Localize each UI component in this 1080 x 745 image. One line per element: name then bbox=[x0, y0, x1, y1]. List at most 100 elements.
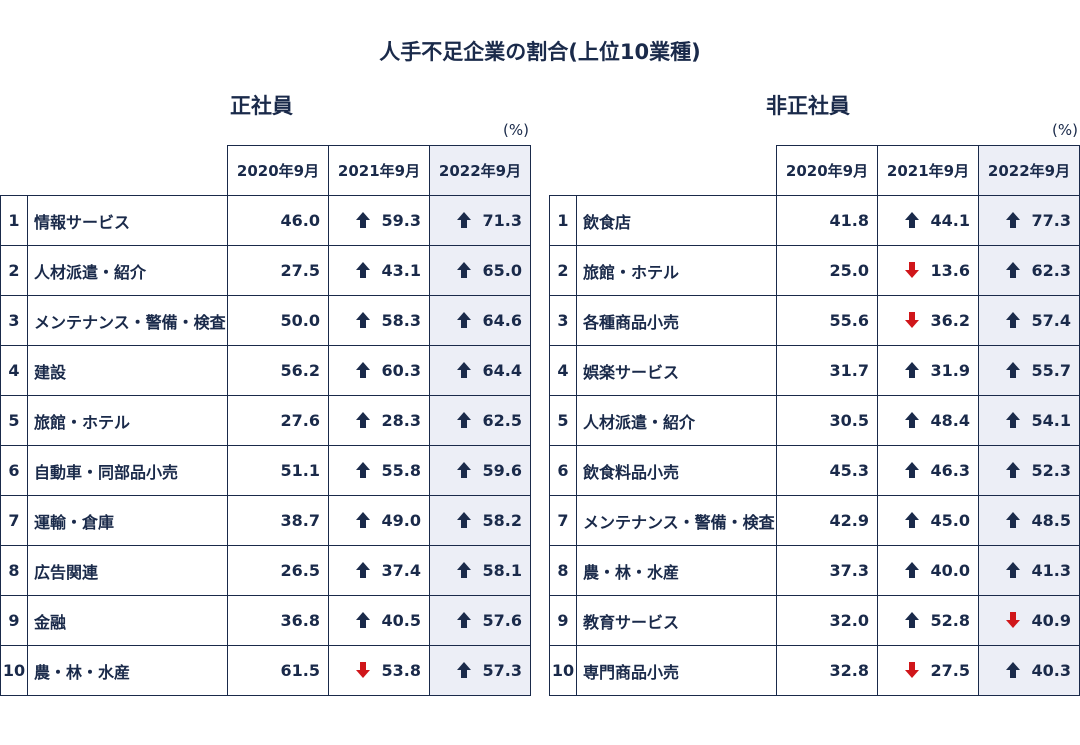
arrow-up-icon bbox=[904, 362, 919, 378]
value-2020-cell: 31.7 bbox=[776, 345, 878, 396]
value-2021-cell: 55.8 bbox=[328, 445, 430, 496]
header-2022: 2022年9月 bbox=[978, 145, 1080, 196]
value-text: 45.0 bbox=[930, 511, 970, 530]
rank-cell: 7 bbox=[549, 495, 577, 546]
ranking-table: 2020年9月 2021年9月 2022年9月 1 情報サービス 46.0 59.3 7… bbox=[0, 145, 531, 696]
value-text: 52.3 bbox=[1031, 461, 1071, 480]
value-text: 58.3 bbox=[381, 311, 421, 330]
arrow-up-icon bbox=[1005, 512, 1020, 528]
value-text: 64.6 bbox=[482, 311, 522, 330]
rank-cell: 6 bbox=[549, 445, 577, 496]
header-2021: 2021年9月 bbox=[877, 145, 979, 196]
value-text: 40.0 bbox=[930, 561, 970, 580]
rank-cell: 1 bbox=[549, 195, 577, 246]
value-2022-cell: 71.3 bbox=[429, 195, 531, 246]
arrow-up-icon bbox=[355, 212, 370, 228]
value-2020-cell: 45.3 bbox=[776, 445, 878, 496]
table-row: 9 金融 36.8 40.5 57.6 bbox=[0, 595, 531, 646]
value-2021-cell: 28.3 bbox=[328, 395, 430, 446]
value-2020-cell: 27.6 bbox=[227, 395, 329, 446]
value-2020-cell: 36.8 bbox=[227, 595, 329, 646]
arrow-up-icon bbox=[904, 512, 919, 528]
rank-cell: 8 bbox=[549, 545, 577, 596]
arrow-up-icon bbox=[456, 212, 471, 228]
panel-title: 非正社員 bbox=[766, 94, 850, 118]
rank-cell: 2 bbox=[549, 245, 577, 296]
value-2021-cell: 43.1 bbox=[328, 245, 430, 296]
value-text: 57.4 bbox=[1031, 311, 1071, 330]
value-text: 60.3 bbox=[381, 361, 421, 380]
value-2022-cell: 48.5 bbox=[978, 495, 1080, 546]
value-2020-cell: 56.2 bbox=[227, 345, 329, 396]
value-2020-cell: 26.5 bbox=[227, 545, 329, 596]
arrow-down-icon bbox=[904, 662, 919, 678]
value-2021-cell: 27.5 bbox=[877, 645, 979, 696]
value-text: 28.3 bbox=[381, 411, 421, 430]
arrow-up-icon bbox=[456, 662, 471, 678]
rank-cell: 3 bbox=[549, 295, 577, 346]
table-row: 4 建設 56.2 60.3 64.4 bbox=[0, 345, 531, 396]
table-row: 8 農・林・水産 37.3 40.0 41.3 bbox=[549, 545, 1080, 596]
rank-cell: 3 bbox=[0, 295, 28, 346]
value-text: 55.8 bbox=[381, 461, 421, 480]
value-2022-cell: 52.3 bbox=[978, 445, 1080, 496]
arrow-up-icon bbox=[355, 512, 370, 528]
industry-cell: 各種商品小売 bbox=[576, 295, 777, 346]
value-text: 57.6 bbox=[482, 611, 522, 630]
arrow-up-icon bbox=[456, 362, 471, 378]
value-2022-cell: 54.1 bbox=[978, 395, 1080, 446]
value-2021-cell: 13.6 bbox=[877, 245, 979, 296]
arrow-up-icon bbox=[456, 512, 471, 528]
value-2020-cell: 30.5 bbox=[776, 395, 878, 446]
rank-cell: 9 bbox=[549, 595, 577, 646]
panel-title: 正社員 bbox=[230, 94, 293, 118]
table-row: 6 飲食料品小売 45.3 46.3 52.3 bbox=[549, 445, 1080, 496]
header-2020: 2020年9月 bbox=[227, 145, 329, 196]
value-2022-cell: 57.6 bbox=[429, 595, 531, 646]
industry-cell: 情報サービス bbox=[27, 195, 228, 246]
arrow-up-icon bbox=[1005, 412, 1020, 428]
value-2021-cell: 49.0 bbox=[328, 495, 430, 546]
rank-cell: 6 bbox=[0, 445, 28, 496]
value-2022-cell: 65.0 bbox=[429, 245, 531, 296]
arrow-up-icon bbox=[904, 212, 919, 228]
value-text: 65.0 bbox=[482, 261, 522, 280]
value-text: 64.4 bbox=[482, 361, 522, 380]
table-row: 1 飲食店 41.8 44.1 77.3 bbox=[549, 195, 1080, 246]
table-row: 5 人材派遣・紹介 30.5 48.4 54.1 bbox=[549, 395, 1080, 446]
value-2020-cell: 55.6 bbox=[776, 295, 878, 346]
industry-cell: 農・林・水産 bbox=[27, 645, 228, 696]
industry-cell: 人材派遣・紹介 bbox=[576, 395, 777, 446]
arrow-down-icon bbox=[904, 312, 919, 328]
value-text: 58.2 bbox=[482, 511, 522, 530]
table-row: 10 専門商品小売 32.8 27.5 40.3 bbox=[549, 645, 1080, 696]
arrow-up-icon bbox=[456, 262, 471, 278]
rank-cell: 9 bbox=[0, 595, 28, 646]
table-row: 1 情報サービス 46.0 59.3 71.3 bbox=[0, 195, 531, 246]
value-text: 37.4 bbox=[381, 561, 421, 580]
value-text: 57.3 bbox=[482, 661, 522, 680]
value-2020-cell: 37.3 bbox=[776, 545, 878, 596]
value-text: 77.3 bbox=[1031, 211, 1071, 230]
arrow-up-icon bbox=[355, 262, 370, 278]
arrow-up-icon bbox=[355, 562, 370, 578]
table-row: 10 農・林・水産 61.5 53.8 57.3 bbox=[0, 645, 531, 696]
arrow-down-icon bbox=[1005, 612, 1020, 628]
industry-cell: メンテナンス・警備・検査 bbox=[27, 295, 228, 346]
header-row: 2020年9月 2021年9月 2022年9月 bbox=[549, 145, 1080, 196]
rank-cell: 1 bbox=[0, 195, 28, 246]
value-2021-cell: 52.8 bbox=[877, 595, 979, 646]
value-text: 62.5 bbox=[482, 411, 522, 430]
value-text: 52.8 bbox=[930, 611, 970, 630]
value-text: 44.1 bbox=[930, 211, 970, 230]
table-row: 4 娯楽サービス 31.7 31.9 55.7 bbox=[549, 345, 1080, 396]
value-2021-cell: 60.3 bbox=[328, 345, 430, 396]
value-text: 27.5 bbox=[930, 661, 970, 680]
value-text: 54.1 bbox=[1031, 411, 1071, 430]
value-2021-cell: 46.3 bbox=[877, 445, 979, 496]
value-text: 59.3 bbox=[381, 211, 421, 230]
industry-cell: 専門商品小売 bbox=[576, 645, 777, 696]
industry-cell: 飲食料品小売 bbox=[576, 445, 777, 496]
value-text: 53.8 bbox=[381, 661, 421, 680]
value-2021-cell: 44.1 bbox=[877, 195, 979, 246]
